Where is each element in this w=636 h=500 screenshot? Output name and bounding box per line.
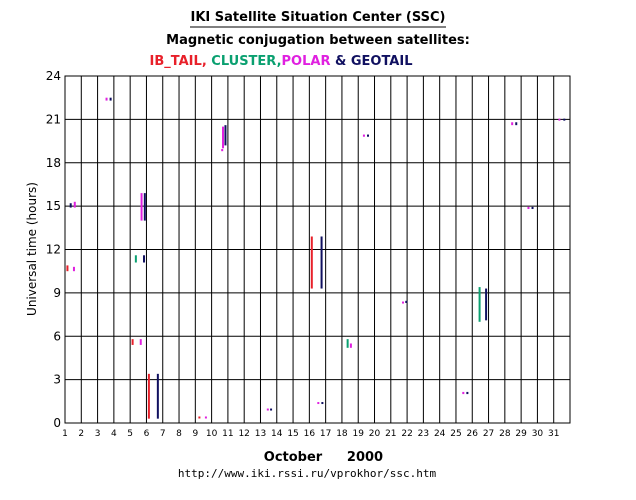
chart-title: IKI Satellite Situation Center (SSC) [191,10,446,25]
data-marks [66,97,566,419]
geotail-mark [321,402,324,405]
ib-tail-mark [147,373,150,419]
x-tick-label: 31 [548,429,559,439]
geotail-mark [531,206,534,210]
y-tick-label: 0 [53,416,61,430]
geotail-mark [224,125,227,146]
x-tick-label: 17 [320,429,331,439]
x-tick-label: 13 [255,429,266,439]
geotail-mark [367,134,369,137]
plot-grid [64,75,571,424]
ib-tail-mark [198,416,201,419]
x-tick-label: 11 [222,429,233,439]
x-tick-label: 5 [127,429,133,439]
geotail-mark [466,391,469,395]
legend-geotail: & GEOTAIL [330,54,412,69]
geotail-mark [320,236,323,289]
x-tick-label: 29 [515,429,527,439]
polar-mark [221,149,224,152]
geotail-mark [405,300,408,303]
polar-mark [511,122,514,126]
y-tick-label: 3 [53,373,61,387]
geotail-mark [515,122,518,126]
legend-cluster: CLUSTER [211,54,276,69]
ib-tail-mark [66,265,69,272]
polar-mark [204,416,207,419]
x-tick-labels: 1 2 3 4 5 6 7 8 9 10 11 12 13 14 15 16 17 18 19 20 21 22 23 24 2… [62,429,559,439]
polar-mark [72,266,75,272]
x-tick-label: 12 [238,429,249,439]
polar-mark [558,118,561,121]
polar-mark [527,206,530,210]
polar-mark [402,301,405,304]
y-tick-label: 15 [46,199,61,213]
x-tick-label: 19 [352,429,364,439]
x-tick-label: 20 [369,429,381,439]
polar-mark [317,402,320,405]
x-tick-label: 8 [176,429,182,439]
polar-mark [266,408,269,411]
x-tick-label: 1 [62,429,68,439]
geotail-mark [143,193,146,221]
ib-tail-mark [310,236,313,289]
x-tick-label: 22 [401,429,412,439]
footer-url: http://www.iki.rssi.ru/vprokhor/ssc.htm [178,467,437,480]
x-tick-label: 23 [418,429,429,439]
polar-mark [222,126,225,149]
geotail-mark [563,118,566,121]
polar-mark [362,134,365,137]
ib-tail-mark [131,339,134,345]
geotail-mark [156,373,159,419]
x-tick-label: 3 [95,429,101,439]
x-tick-label: 18 [336,429,348,439]
x-tick-label: 30 [532,429,544,439]
x-tick-label: 10 [206,429,218,439]
legend-polar: POLAR [282,54,331,69]
x-tick-label: 28 [499,429,511,439]
legend-ib-tail: IB_TAIL [150,54,202,69]
x-tick-label: 14 [271,429,283,439]
x-tick-label: 4 [111,429,117,439]
geotail-mark [69,203,72,208]
geotail-mark [485,288,488,321]
footer-month: October [264,450,323,465]
y-tick-label: 18 [46,156,61,170]
x-tick-label: 2 [78,429,84,439]
polar-mark [73,201,76,208]
x-tick-label: 16 [304,429,316,439]
polar-mark [140,193,143,221]
geotail-mark [270,408,273,411]
polar-mark [139,339,142,345]
legend-sep-2: , [277,54,282,69]
x-tick-label: 24 [434,429,446,439]
geotail-mark [143,255,146,263]
x-tick-label: 7 [160,429,166,439]
chart-subtitle: Magnetic conjugation between satellites: [166,33,470,48]
y-tick-label: 6 [53,329,61,343]
y-axis-label: Universal time (hours) [25,182,39,316]
legend-sep-1: , [202,54,211,69]
footer-year: 2000 [347,450,383,465]
x-tick-label: 26 [467,429,479,439]
geotail-mark [109,97,112,101]
polar-mark [105,97,108,101]
x-tick-label: 15 [287,429,298,439]
x-tick-label: 25 [450,429,461,439]
cluster-mark [478,287,481,322]
y-tick-labels: 0 3 6 9 12 15 18 21 24 [46,69,61,430]
polar-mark [462,391,465,395]
x-tick-label: 27 [483,429,494,439]
y-tick-label: 12 [46,243,61,257]
y-tick-label: 24 [46,69,61,83]
cluster-mark [134,255,137,263]
polar-mark [349,343,352,348]
x-tick-label: 6 [144,429,150,439]
y-tick-label: 9 [53,286,61,300]
x-tick-label: 21 [385,429,396,439]
cluster-mark [346,339,349,348]
x-tick-label: 9 [192,429,198,439]
legend-line: IB_TAIL, CLUSTER,POLAR & GEOTAIL [150,54,413,69]
y-tick-label: 21 [46,112,61,126]
